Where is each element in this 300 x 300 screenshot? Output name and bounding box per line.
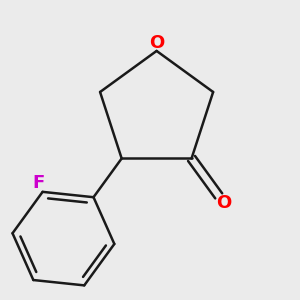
- Text: O: O: [149, 34, 164, 52]
- Text: O: O: [216, 194, 231, 211]
- Text: F: F: [32, 174, 45, 192]
